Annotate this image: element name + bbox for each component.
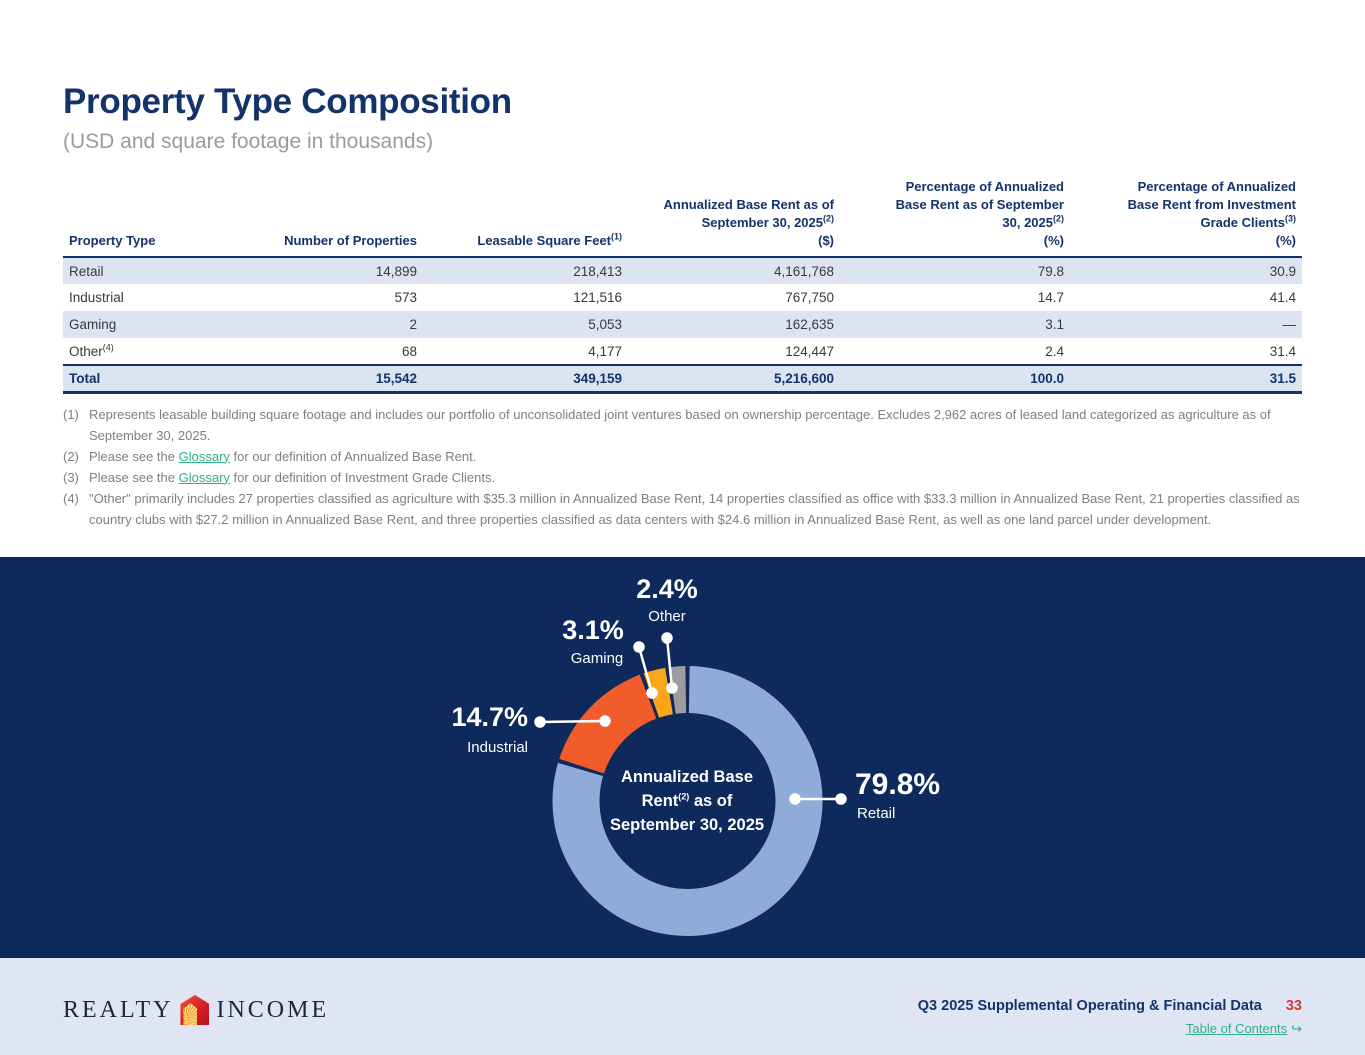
table-of-contents-link[interactable]: Table of Contents	[1185, 1021, 1288, 1036]
house-icon	[180, 995, 210, 1025]
slice-label-industrial-name: Industrial	[467, 739, 528, 756]
logo-word-income: INCOME	[216, 996, 330, 1023]
donut-chart-section: 2.4% Other 3.1% Gaming 14.7% Industrial …	[0, 557, 1365, 958]
leader-line-gaming	[633, 641, 658, 699]
donut-slice-retail	[552, 666, 823, 937]
slice-label-gaming-pct: 3.1%	[562, 615, 624, 645]
table-header-row: Property Type Number of Properties Leasabl…	[63, 178, 1302, 258]
col-header-3: Leasable Square Feet(1)	[423, 178, 628, 258]
leader-line-industrial	[534, 715, 611, 728]
footer-doc-title: Q3 2025 Supplemental Operating & Financi…	[917, 998, 1302, 1014]
page-title: Property Type Composition	[63, 82, 512, 121]
glossary-link[interactable]: Glossary	[178, 448, 230, 464]
realty-income-logo: REALTY INCOME	[63, 994, 329, 1026]
slice-label-retail-name: Retail	[857, 805, 896, 822]
table-row: Other(4) 68 4,177 124,447 2.4 31.4	[69, 342, 1296, 359]
footnote: (3) Please see the Glossary for our defin…	[63, 469, 496, 485]
leader-line-other	[661, 632, 678, 694]
footnote: (4) "Other" primarily includes 27 propert…	[63, 490, 1300, 527]
donut-center-label: Annualized Base Rent(2) as of September …	[609, 768, 765, 834]
col-header-1: Property Type	[63, 178, 263, 258]
footnote: (1) Represents leasable building square f…	[63, 406, 1271, 443]
page-footer: REALTY INCOME Q3 2025 Supplemental Opera…	[0, 958, 1365, 1055]
leader-line-retail	[789, 793, 847, 805]
table-row: Gaming 2 5,053 162,635 3.1—	[63, 311, 1302, 338]
page-number: 33	[1285, 998, 1302, 1014]
slice-label-gaming-name: Gaming	[570, 650, 624, 667]
report-page: Property Type Composition (USD and squar…	[63, 82, 1302, 530]
col-header-2: Number of Properties	[263, 178, 423, 258]
footnote: (2) Please see the Glossary for our defin…	[63, 448, 477, 464]
property-type-table: Property Type Number of Properties Leasabl…	[63, 178, 1302, 394]
donut-slice-gaming	[643, 667, 673, 718]
glossary-link[interactable]: Glossary	[178, 469, 230, 485]
slice-label-retail-pct: 79.8%	[855, 768, 941, 801]
slice-label-other-pct: 2.4%	[636, 574, 698, 604]
col-header-5: Percentage of Annualized Base Rent as of…	[840, 178, 1070, 258]
slice-label-other-name: Other	[648, 608, 686, 625]
table-total-row: Total 15,542 349,159 5,216,600 100.0 31.5	[63, 365, 1302, 392]
toc-arrow-icon: ↪	[1291, 1021, 1302, 1036]
col-header-6: Percentage of Annualized Base Rent from …	[1070, 178, 1302, 258]
donut-chart	[534, 632, 847, 937]
footnotes: (1) Represents leasable building square f…	[63, 404, 1302, 530]
slice-label-industrial-pct: 14.7%	[451, 702, 528, 732]
table-row: Industrial 573 121,516 767,750 14.7 41.4	[69, 290, 1296, 305]
donut-slice-other	[669, 666, 687, 714]
logo-word-realty: REALTY	[63, 996, 174, 1023]
col-header-4: Annualized Base Rent as of September 30,…	[628, 178, 840, 258]
page-subtitle: (USD and square footage in thousands)	[63, 130, 434, 153]
table-row: Retail 14,899 218,413 4,161,768 79.8 30.9	[63, 257, 1302, 284]
